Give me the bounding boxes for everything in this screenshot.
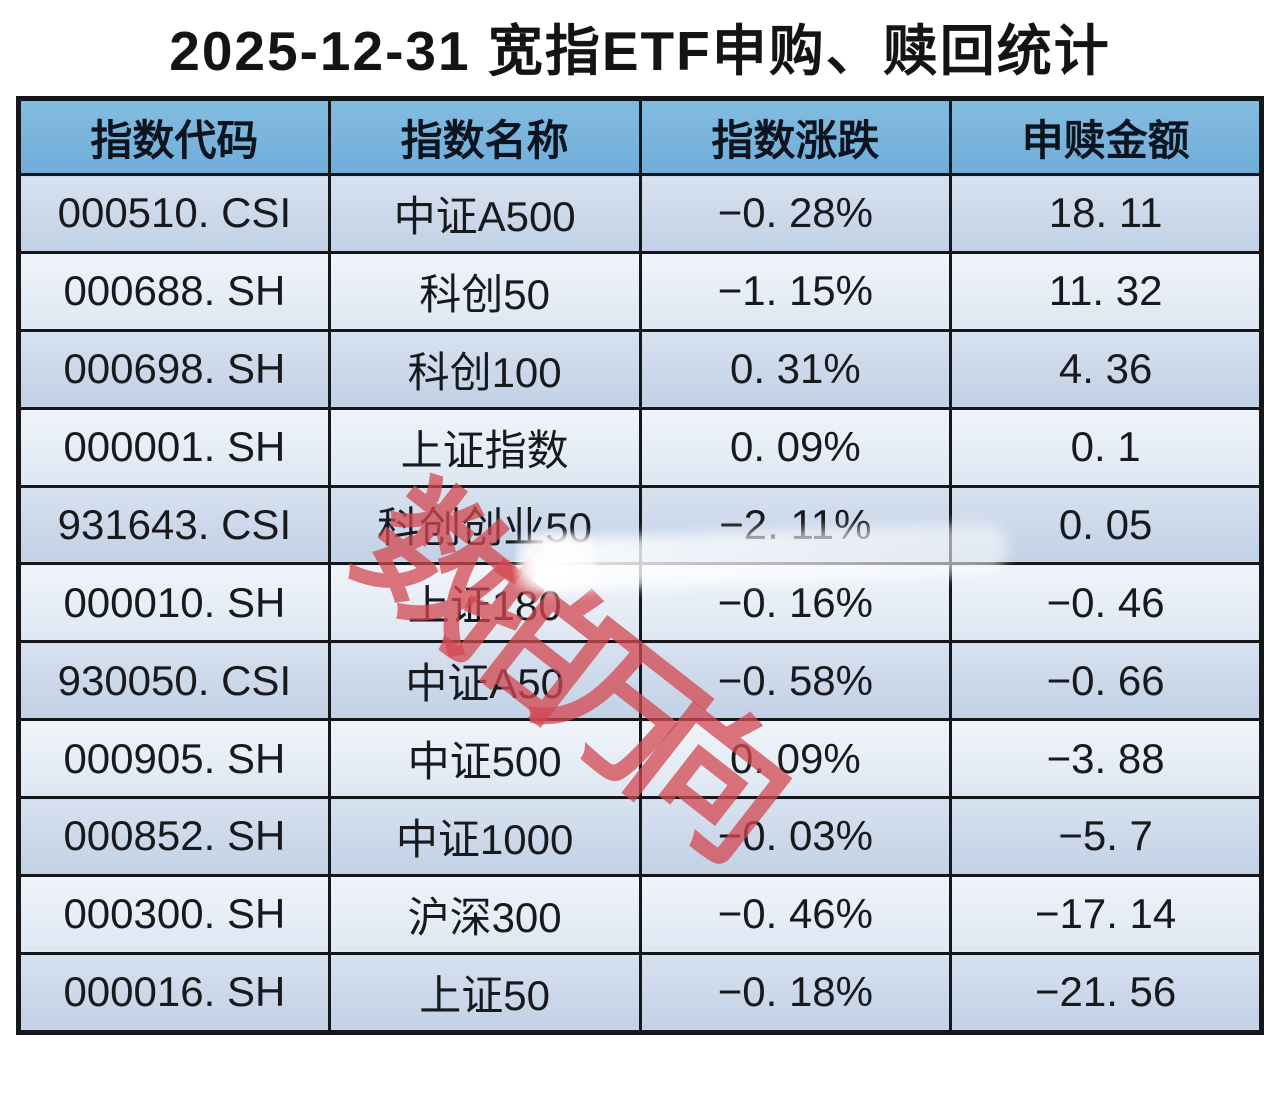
cell-amount: −3. 88 xyxy=(949,718,1263,799)
page-title: 2025-12-31 宽指ETF申购、赎回统计 xyxy=(169,20,1111,82)
cell-index-name: 中证A50 xyxy=(327,640,642,722)
table-header: 指数代码 指数名称 指数涨跌 申赎金额 xyxy=(17,97,1263,176)
cell-index-code: 000510. CSI xyxy=(17,173,331,254)
cell-index-change: 0. 09% xyxy=(638,718,953,799)
cell-index-code: 000688. SH xyxy=(17,250,331,332)
cell-index-change: −0. 18% xyxy=(638,951,953,1035)
cell-index-name: 上证180 xyxy=(327,562,642,644)
cell-amount: 0. 1 xyxy=(949,406,1263,488)
cell-index-name: 中证A500 xyxy=(327,173,642,254)
table-row: 000852. SH 中证1000 −0. 03% −5. 7 xyxy=(17,796,1263,877)
cell-amount: 18. 11 xyxy=(949,173,1263,254)
table-row: 000510. CSI 中证A500 −0. 28% 18. 11 xyxy=(17,173,1263,254)
cell-index-change: −2. 11% xyxy=(638,484,953,566)
table-row: 000016. SH 上证50 −0. 18% −21. 56 xyxy=(17,951,1263,1035)
cell-index-code: 000300. SH xyxy=(17,873,331,955)
cell-index-name: 中证1000 xyxy=(327,796,642,877)
cell-index-name: 科创创业50 xyxy=(327,484,642,566)
cell-index-code: 931643. CSI xyxy=(17,484,331,566)
cell-index-change: 0. 09% xyxy=(638,406,953,488)
cell-index-code: 000016. SH xyxy=(17,951,331,1035)
table-row: 931643. CSI 科创创业50 −2. 11% 0. 05 xyxy=(17,484,1263,566)
table-row: 000010. SH 上证180 −0. 16% −0. 46 xyxy=(17,562,1263,644)
cell-index-name: 沪深300 xyxy=(327,873,642,955)
cell-amount: 0. 05 xyxy=(949,484,1263,566)
cell-amount: −0. 46 xyxy=(949,562,1263,644)
col-header-index-change: 指数涨跌 xyxy=(638,97,953,176)
cell-index-change: 0. 31% xyxy=(638,328,953,410)
cell-index-name: 上证50 xyxy=(327,951,642,1035)
cell-amount: −17. 14 xyxy=(949,873,1263,955)
etf-subscription-table: 指数代码 指数名称 指数涨跌 申赎金额 000510. CSI 中证A500 −0.… xyxy=(16,96,1264,1035)
cell-index-code: 000905. SH xyxy=(17,718,331,799)
cell-index-change: −0. 46% xyxy=(638,873,953,955)
cell-index-name: 科创100 xyxy=(327,328,642,410)
table-row: 000001. SH 上证指数 0. 09% 0. 1 xyxy=(17,406,1263,488)
cell-amount: −21. 56 xyxy=(949,951,1263,1035)
table-row: 000300. SH 沪深300 −0. 46% −17. 14 xyxy=(17,873,1263,955)
cell-index-code: 000698. SH xyxy=(17,328,331,410)
col-header-index-code: 指数代码 xyxy=(17,97,331,176)
cell-index-name: 中证500 xyxy=(327,718,642,799)
header-row: 指数代码 指数名称 指数涨跌 申赎金额 xyxy=(17,97,1263,176)
col-header-index-name: 指数名称 xyxy=(327,97,642,176)
cell-index-change: −0. 16% xyxy=(638,562,953,644)
cell-amount: 4. 36 xyxy=(949,328,1263,410)
cell-index-code: 000852. SH xyxy=(17,796,331,877)
cell-index-change: −0. 28% xyxy=(638,173,953,254)
table-row: 000698. SH 科创100 0. 31% 4. 36 xyxy=(17,328,1263,410)
cell-index-change: −1. 15% xyxy=(638,250,953,332)
table-body: 000510. CSI 中证A500 −0. 28% 18. 11 000688. SH… xyxy=(17,173,1263,1035)
col-header-amount: 申赎金额 xyxy=(949,97,1263,176)
cell-index-change: −0. 58% xyxy=(638,640,953,722)
cell-index-name: 科创50 xyxy=(327,250,642,332)
cell-index-code: 000010. SH xyxy=(17,562,331,644)
cell-index-change: −0. 03% xyxy=(638,796,953,877)
cell-index-name: 上证指数 xyxy=(327,406,642,488)
table-row: 930050. CSI 中证A50 −0. 58% −0. 66 xyxy=(17,640,1263,722)
cell-amount: 11. 32 xyxy=(949,250,1263,332)
table-row: 000905. SH 中证500 0. 09% −3. 88 xyxy=(17,718,1263,799)
table-row: 000688. SH 科创50 −1. 15% 11. 32 xyxy=(17,250,1263,332)
cell-amount: −0. 66 xyxy=(949,640,1263,722)
cell-index-code: 930050. CSI xyxy=(17,640,331,722)
cell-amount: −5. 7 xyxy=(949,796,1263,877)
cell-index-code: 000001. SH xyxy=(17,406,331,488)
